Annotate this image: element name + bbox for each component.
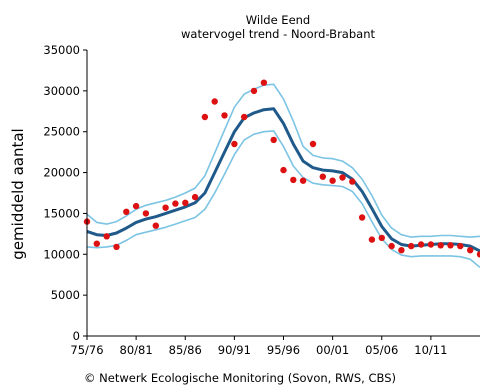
confidence-band-lines [86, 83, 480, 269]
observation-point [437, 242, 444, 249]
observation-point [162, 204, 169, 211]
observation-point [231, 140, 238, 148]
observation-point [191, 193, 199, 201]
observation-point [290, 176, 297, 184]
observation-point [270, 136, 277, 144]
observation-point [467, 247, 474, 254]
x-tick-label: 05/06 [365, 343, 398, 357]
observation-point [319, 173, 326, 180]
observation-point [349, 178, 356, 185]
observation-point [476, 251, 480, 258]
observation-point [280, 166, 287, 174]
observation-point [368, 236, 376, 243]
observation-point [103, 233, 110, 240]
x-tick-label: 90/91 [218, 343, 251, 357]
observation-point [329, 177, 336, 184]
chart-title: Wilde Eend [246, 13, 310, 27]
observation-point [152, 222, 159, 229]
trend-line-group [86, 107, 480, 253]
upper-confidence-line [86, 83, 480, 238]
observation-point [132, 202, 140, 210]
x-tick-label: 80/81 [120, 343, 153, 357]
y-tick-label: 5000 [51, 288, 80, 302]
y-axis-label: gemiddeld aantal [9, 128, 27, 259]
y-tick-label: 0 [73, 329, 80, 343]
observation-point [339, 174, 346, 181]
x-tick-label: 95/96 [267, 343, 300, 357]
lower-confidence-line [86, 130, 480, 269]
y-axis-ticks: 0 5000 10000 15000 20000 25000 30000 35000 [43, 43, 87, 343]
x-tick-label: 00/01 [316, 343, 349, 357]
x-tick-label: 85/86 [169, 343, 202, 357]
observation-point [172, 200, 179, 207]
observation-point [447, 242, 454, 249]
observation-point [123, 208, 130, 215]
observation-point [398, 247, 405, 254]
y-tick-label: 30000 [43, 84, 80, 98]
y-tick-label: 35000 [43, 43, 80, 57]
observation-point [408, 242, 415, 250]
observation-point [221, 112, 228, 119]
observation-points [83, 79, 480, 258]
y-tick-label: 10000 [43, 247, 80, 261]
observation-point [427, 241, 435, 248]
axes [86, 50, 480, 337]
x-tick-label: 10/11 [414, 343, 447, 357]
observation-point [201, 113, 209, 121]
observation-point [182, 199, 189, 206]
observation-point [417, 241, 425, 248]
observation-point [309, 140, 317, 148]
y-tick-label: 15000 [43, 206, 80, 220]
observation-point [142, 210, 150, 217]
trend-line [86, 107, 480, 253]
observation-point [211, 98, 218, 105]
observation-point [388, 242, 395, 250]
x-tick-label: 75/76 [70, 343, 103, 357]
observation-point [241, 113, 248, 121]
trend-chart: Wilde Eend watervogel trend - Noord-Brab… [9, 13, 480, 357]
observation-point [93, 240, 101, 247]
observation-point [378, 234, 385, 242]
observation-point [250, 87, 258, 95]
observation-point [457, 242, 464, 250]
chart-subtitle: watervogel trend - Noord-Brabant [181, 27, 375, 41]
observation-point [113, 243, 120, 251]
observation-point [358, 214, 366, 221]
y-tick-label: 20000 [43, 166, 80, 180]
observation-point [299, 177, 307, 184]
x-axis-ticks: 75/76 80/81 85/86 90/91 95/96 00/01 05/06 10/11 [70, 336, 447, 357]
y-tick-label: 25000 [43, 125, 80, 139]
copyright-credit: © Netwerk Ecologische Monitoring (Sovon,… [84, 371, 396, 385]
observation-point [260, 79, 268, 86]
